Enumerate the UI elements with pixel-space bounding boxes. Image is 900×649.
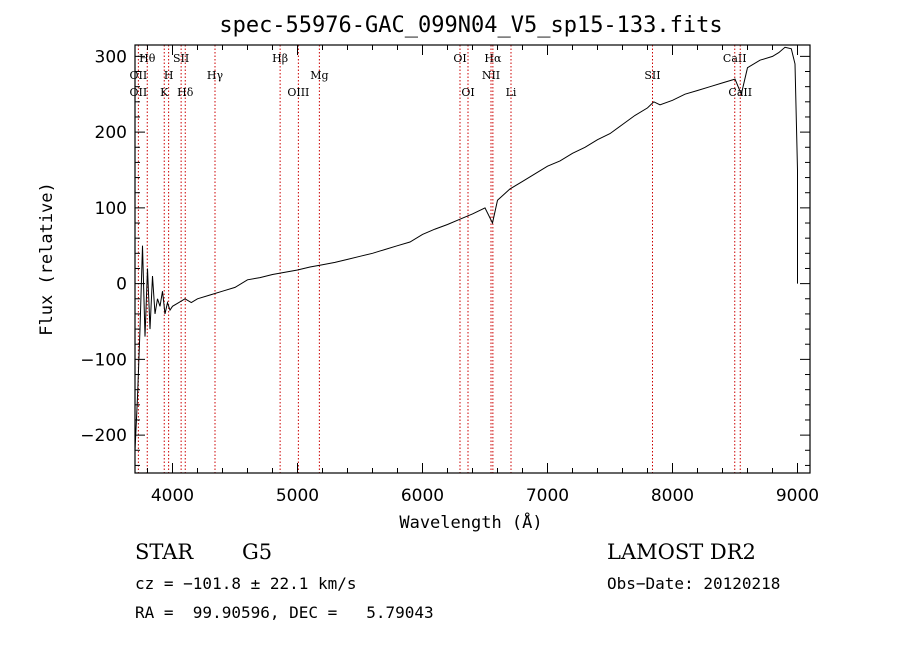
spectral-line-label: CaII [723,52,747,65]
spectral-line-label: Mg [310,69,328,82]
chart-title: spec-55976-GAC_099N04_V5_sp15-133.fits [219,13,722,38]
y-tick-label: 300 [95,47,127,67]
spectrum-series-line [134,46,798,451]
spectral-line-label: OI [453,52,466,65]
x-tick-label: 5000 [276,486,319,506]
object-subclass: G5 [242,540,273,564]
plot-frame [134,44,811,474]
y-axis-label: Flux (relative) [37,182,57,336]
spectral-line-label: H [164,69,174,82]
x-tick-label: 4000 [151,486,194,506]
spectral-line-label: OI [461,86,474,99]
spectral-line-label: Hγ [207,69,224,82]
x-axis-label: Wavelength (Å) [399,511,542,533]
y-tick-label: 0 [116,275,127,295]
x-tick-label: 7000 [526,486,569,506]
spectral-line-label: SII [644,69,660,82]
spectral-line-label: Hβ [272,52,288,65]
spectral-line-label: SII [173,52,189,65]
x-axis-ticks: 4000 5000 6000 7000 8000 9000 [147,45,819,506]
x-tick-label: 6000 [401,486,444,506]
spectral-line-label: NII [482,69,500,82]
spectral-line-label: K [160,86,169,99]
y-axis-ticks: −200 −100 0 100 200 300 [80,47,810,466]
object-class: STAR [135,540,194,564]
y-tick-label: −100 [80,350,127,370]
y-tick-label: −200 [80,426,127,446]
y-tick-label: 200 [95,123,127,143]
x-tick-label: 8000 [651,486,694,506]
spectral-line-label: Li [506,86,517,99]
spectral-line-label: Hδ [177,86,194,99]
redshift-cz: cz = −101.8 ± 22.1 km/s [135,574,357,593]
observation-date: Obs−Date: 20120218 [607,574,781,593]
spectral-line-label: Hθ [139,52,156,65]
spectral-line-label: Hα [484,52,502,65]
survey-name: LAMOST DR2 [607,540,756,564]
y-tick-label: 100 [95,199,127,219]
coordinates-ra-dec: RA = 99.90596, DEC = 5.79043 [135,603,434,622]
x-tick-label: 9000 [776,486,819,506]
spectral-line-label: OII [130,86,148,99]
spectral-line-label: OIII [287,86,309,99]
spectral-line-label: OII [130,69,148,82]
